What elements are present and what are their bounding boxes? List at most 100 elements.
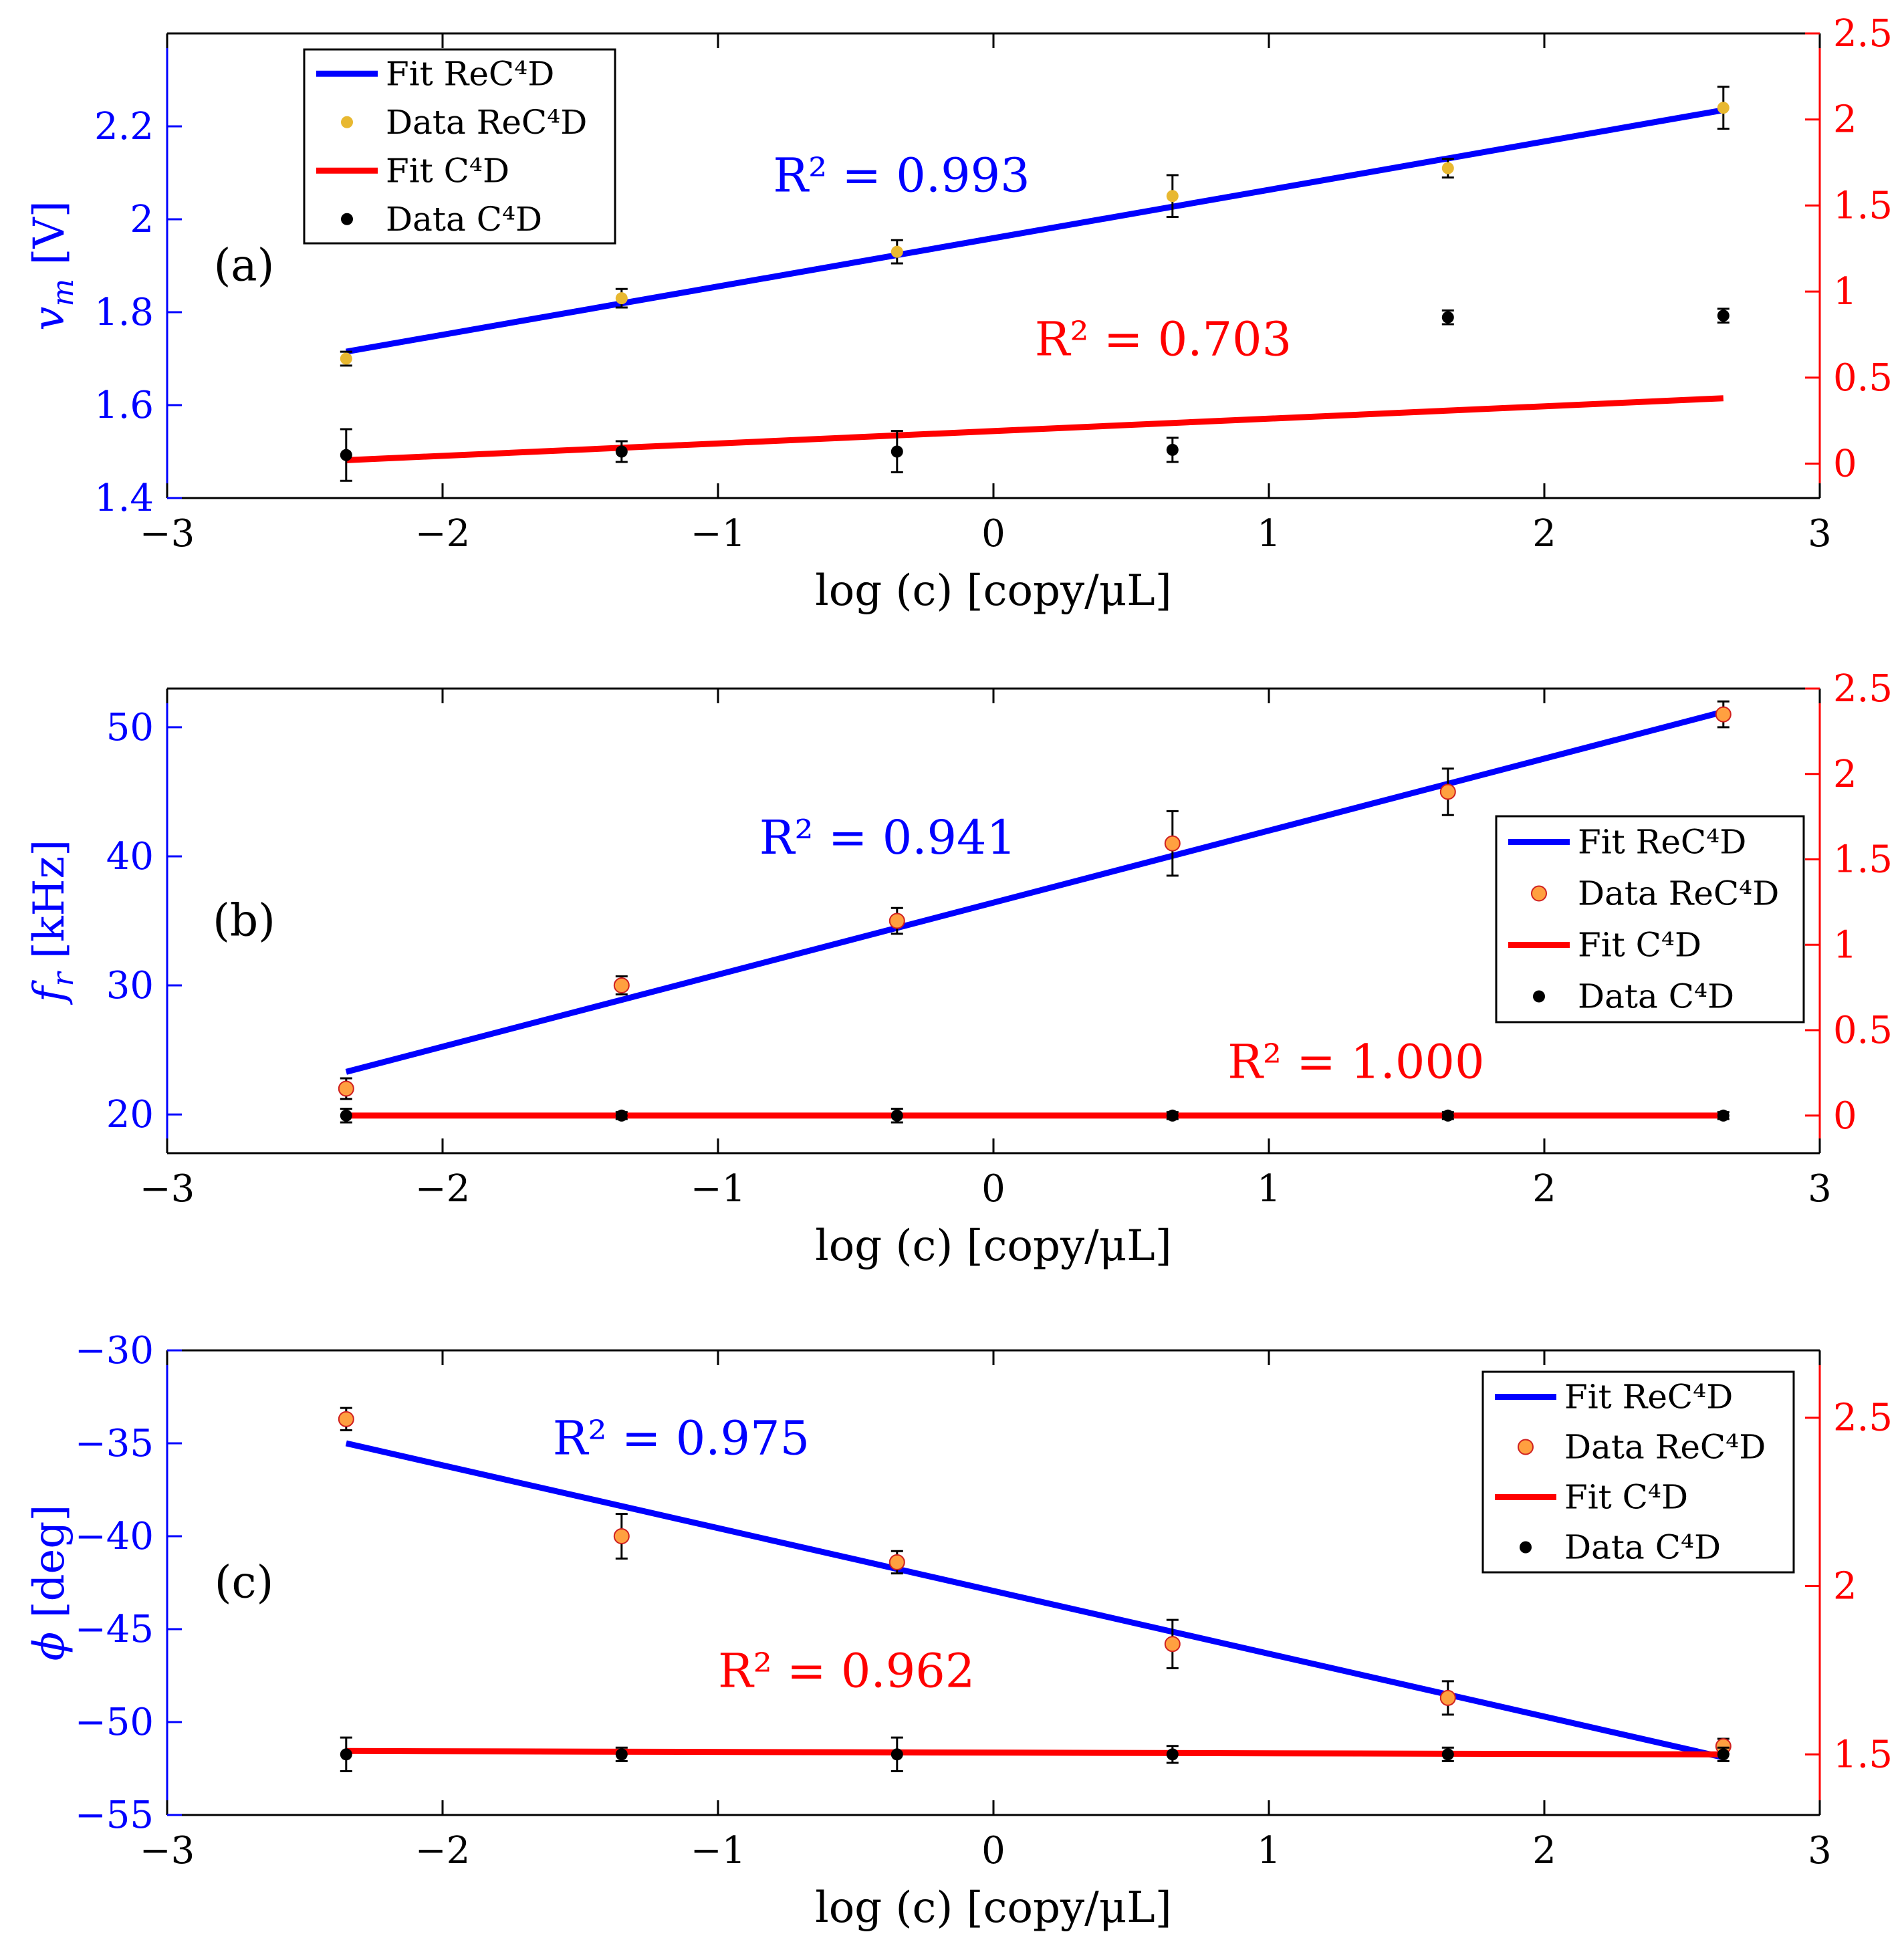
legend-entry: Data C⁴D xyxy=(386,200,542,239)
y-right-tick-label: 2.5 xyxy=(1833,1397,1893,1440)
x-tick-label: 2 xyxy=(1532,512,1556,556)
x-tick-label: −3 xyxy=(140,1829,195,1872)
x-axis-label: log (c) [copy/μL] xyxy=(815,566,1172,616)
y-right-tick-label: 1.5 xyxy=(1833,184,1893,227)
data-point-c4d xyxy=(615,1748,628,1761)
legend-swatch-data-rec4d xyxy=(1531,885,1547,902)
y-right-tick-label: 2 xyxy=(1833,1565,1857,1608)
data-point-rec4d xyxy=(1441,162,1454,174)
data-point-c4d xyxy=(1441,311,1454,324)
data-point-rec4d xyxy=(613,1528,630,1544)
y-axis-label: vm [V] xyxy=(25,201,80,330)
legend-entry: Data C⁴D xyxy=(1578,977,1734,1016)
y-left-tick-label: 20 xyxy=(106,1093,154,1136)
data-point-c4d xyxy=(890,1109,903,1122)
legend-entry: Fit C⁴D xyxy=(1578,926,1701,965)
legend-entry: Fit ReC⁴D xyxy=(386,54,554,93)
y-right-tick-label: 2.5 xyxy=(1833,667,1893,711)
data-point-rec4d xyxy=(888,913,905,929)
data-point-c4d xyxy=(615,1109,628,1122)
legend: Fit ReC⁴D Data ReC⁴D Fit C⁴D Data C⁴D xyxy=(303,48,616,245)
data-point-rec4d xyxy=(340,352,352,365)
x-tick-label: 3 xyxy=(1808,1829,1832,1872)
r2-annotation-rec4d: R² = 0.975 xyxy=(553,1411,810,1466)
panel-label: (c) xyxy=(215,1557,273,1608)
y-right-tick-label: 0.5 xyxy=(1833,356,1893,400)
data-point-rec4d xyxy=(1715,706,1732,723)
y-right-tick-label: 2 xyxy=(1833,98,1857,142)
x-tick-label: 0 xyxy=(981,1167,1005,1211)
legend-entry: Data ReC⁴D xyxy=(1578,874,1779,913)
fit-line-c4d xyxy=(346,1747,1723,1758)
y-right-tick-label: 2.5 xyxy=(1833,12,1893,55)
data-point-c4d xyxy=(1717,1748,1730,1761)
legend-box xyxy=(303,48,616,245)
data-point-c4d xyxy=(615,445,628,458)
legend-entry: Fit C⁴D xyxy=(1564,1478,1688,1517)
data-point-rec4d xyxy=(338,1080,354,1097)
legend-entry: Fit ReC⁴D xyxy=(1564,1378,1733,1417)
fit-line-rec4d xyxy=(345,1440,1724,1761)
y-left-tick-label: 2.2 xyxy=(94,105,154,148)
r2-annotation-c4d: R² = 0.962 xyxy=(718,1644,975,1699)
y-left-tick-label: 30 xyxy=(106,964,154,1007)
x-tick-label: 2 xyxy=(1532,1829,1556,1872)
x-tick-label: −1 xyxy=(691,1167,746,1211)
x-tick-label: −3 xyxy=(140,512,195,556)
data-point-c4d xyxy=(1166,1109,1179,1122)
fit-line-rec4d xyxy=(346,107,1724,355)
panel-label: (b) xyxy=(213,895,275,947)
x-tick-label: −3 xyxy=(140,1167,195,1211)
y-right-tick-label: 1 xyxy=(1833,923,1857,967)
x-tick-label: 1 xyxy=(1257,1167,1281,1211)
y-left-tick-label: 1.4 xyxy=(94,477,154,520)
legend: Fit ReC⁴D Data ReC⁴D Fit C⁴D Data C⁴D xyxy=(1481,1370,1795,1574)
y-left-tick-label: 2 xyxy=(130,198,154,241)
y-right-tick-label: 2 xyxy=(1833,753,1857,796)
y-left-tick-label: −50 xyxy=(75,1701,154,1744)
y-left-tick-label: 40 xyxy=(106,835,154,878)
data-point-rec4d xyxy=(1166,190,1179,203)
fit-line-c4d xyxy=(346,395,1724,463)
data-point-rec4d xyxy=(613,977,630,994)
x-axis-label: log (c) [copy/μL] xyxy=(815,1221,1172,1271)
y-right-tick-label: 1.5 xyxy=(1833,838,1893,882)
data-point-rec4d xyxy=(1164,835,1181,852)
legend-entry: Data ReC⁴D xyxy=(1564,1428,1766,1467)
y-left-tick-label: −45 xyxy=(75,1608,154,1651)
r2-annotation-c4d: R² = 1.000 xyxy=(1227,1035,1484,1090)
data-point-c4d xyxy=(1717,310,1730,322)
chart-panel-1: −3 −2 −1 0 1 2 3 1.4 1.6 1.8 2 2.2 0 0.5 1 1.5 2 2.5 log (… xyxy=(25,12,1893,616)
x-axis-label: log (c) [copy/μL] xyxy=(815,1883,1172,1933)
x-tick-label: 1 xyxy=(1257,1829,1281,1872)
chart-panel-3: −3 −2 −1 0 1 2 3 −55 −50 −45 −40 −35 −30 1.5 2 2.5 log (… xyxy=(25,1329,1893,1933)
x-tick-label: −2 xyxy=(415,1167,471,1211)
x-tick-label: 3 xyxy=(1808,512,1832,556)
legend-swatch-data-c4d xyxy=(1520,1541,1532,1554)
data-point-rec4d xyxy=(1717,102,1730,114)
data-point-c4d xyxy=(340,1748,352,1761)
legend-swatch-data-rec4d xyxy=(341,116,353,128)
x-tick-label: −1 xyxy=(691,512,746,556)
data-point-rec4d xyxy=(615,292,628,305)
fit-line-rec4d xyxy=(345,709,1724,1075)
x-tick-label: 0 xyxy=(981,512,1005,556)
y-right-tick-label: 0 xyxy=(1833,443,1857,486)
data-point-c4d xyxy=(1441,1109,1454,1122)
x-tick-label: −1 xyxy=(691,1829,746,1872)
data-point-c4d xyxy=(890,445,903,458)
x-tick-label: 2 xyxy=(1532,1167,1556,1211)
data-point-rec4d xyxy=(338,1411,354,1427)
panel-label: (a) xyxy=(214,240,275,291)
data-point-rec4d xyxy=(888,1554,905,1570)
y-left-tick-label: −55 xyxy=(75,1794,154,1837)
r2-annotation-c4d: R² = 0.703 xyxy=(1035,312,1292,366)
x-tick-label: −2 xyxy=(415,1829,471,1872)
chart-panel-2: −3 −2 −1 0 1 2 3 20 30 40 50 0 0.5 1 1.5 2 2.5 log (c) [c… xyxy=(25,667,1893,1271)
y-left-tick-label: 1.6 xyxy=(94,384,154,427)
y-left-tick-label: 1.8 xyxy=(94,291,154,334)
data-point-c4d xyxy=(340,1109,352,1122)
legend: Fit ReC⁴D Data ReC⁴D Fit C⁴D Data C⁴D xyxy=(1495,815,1805,1023)
legend-swatch-data-c4d xyxy=(341,213,353,225)
